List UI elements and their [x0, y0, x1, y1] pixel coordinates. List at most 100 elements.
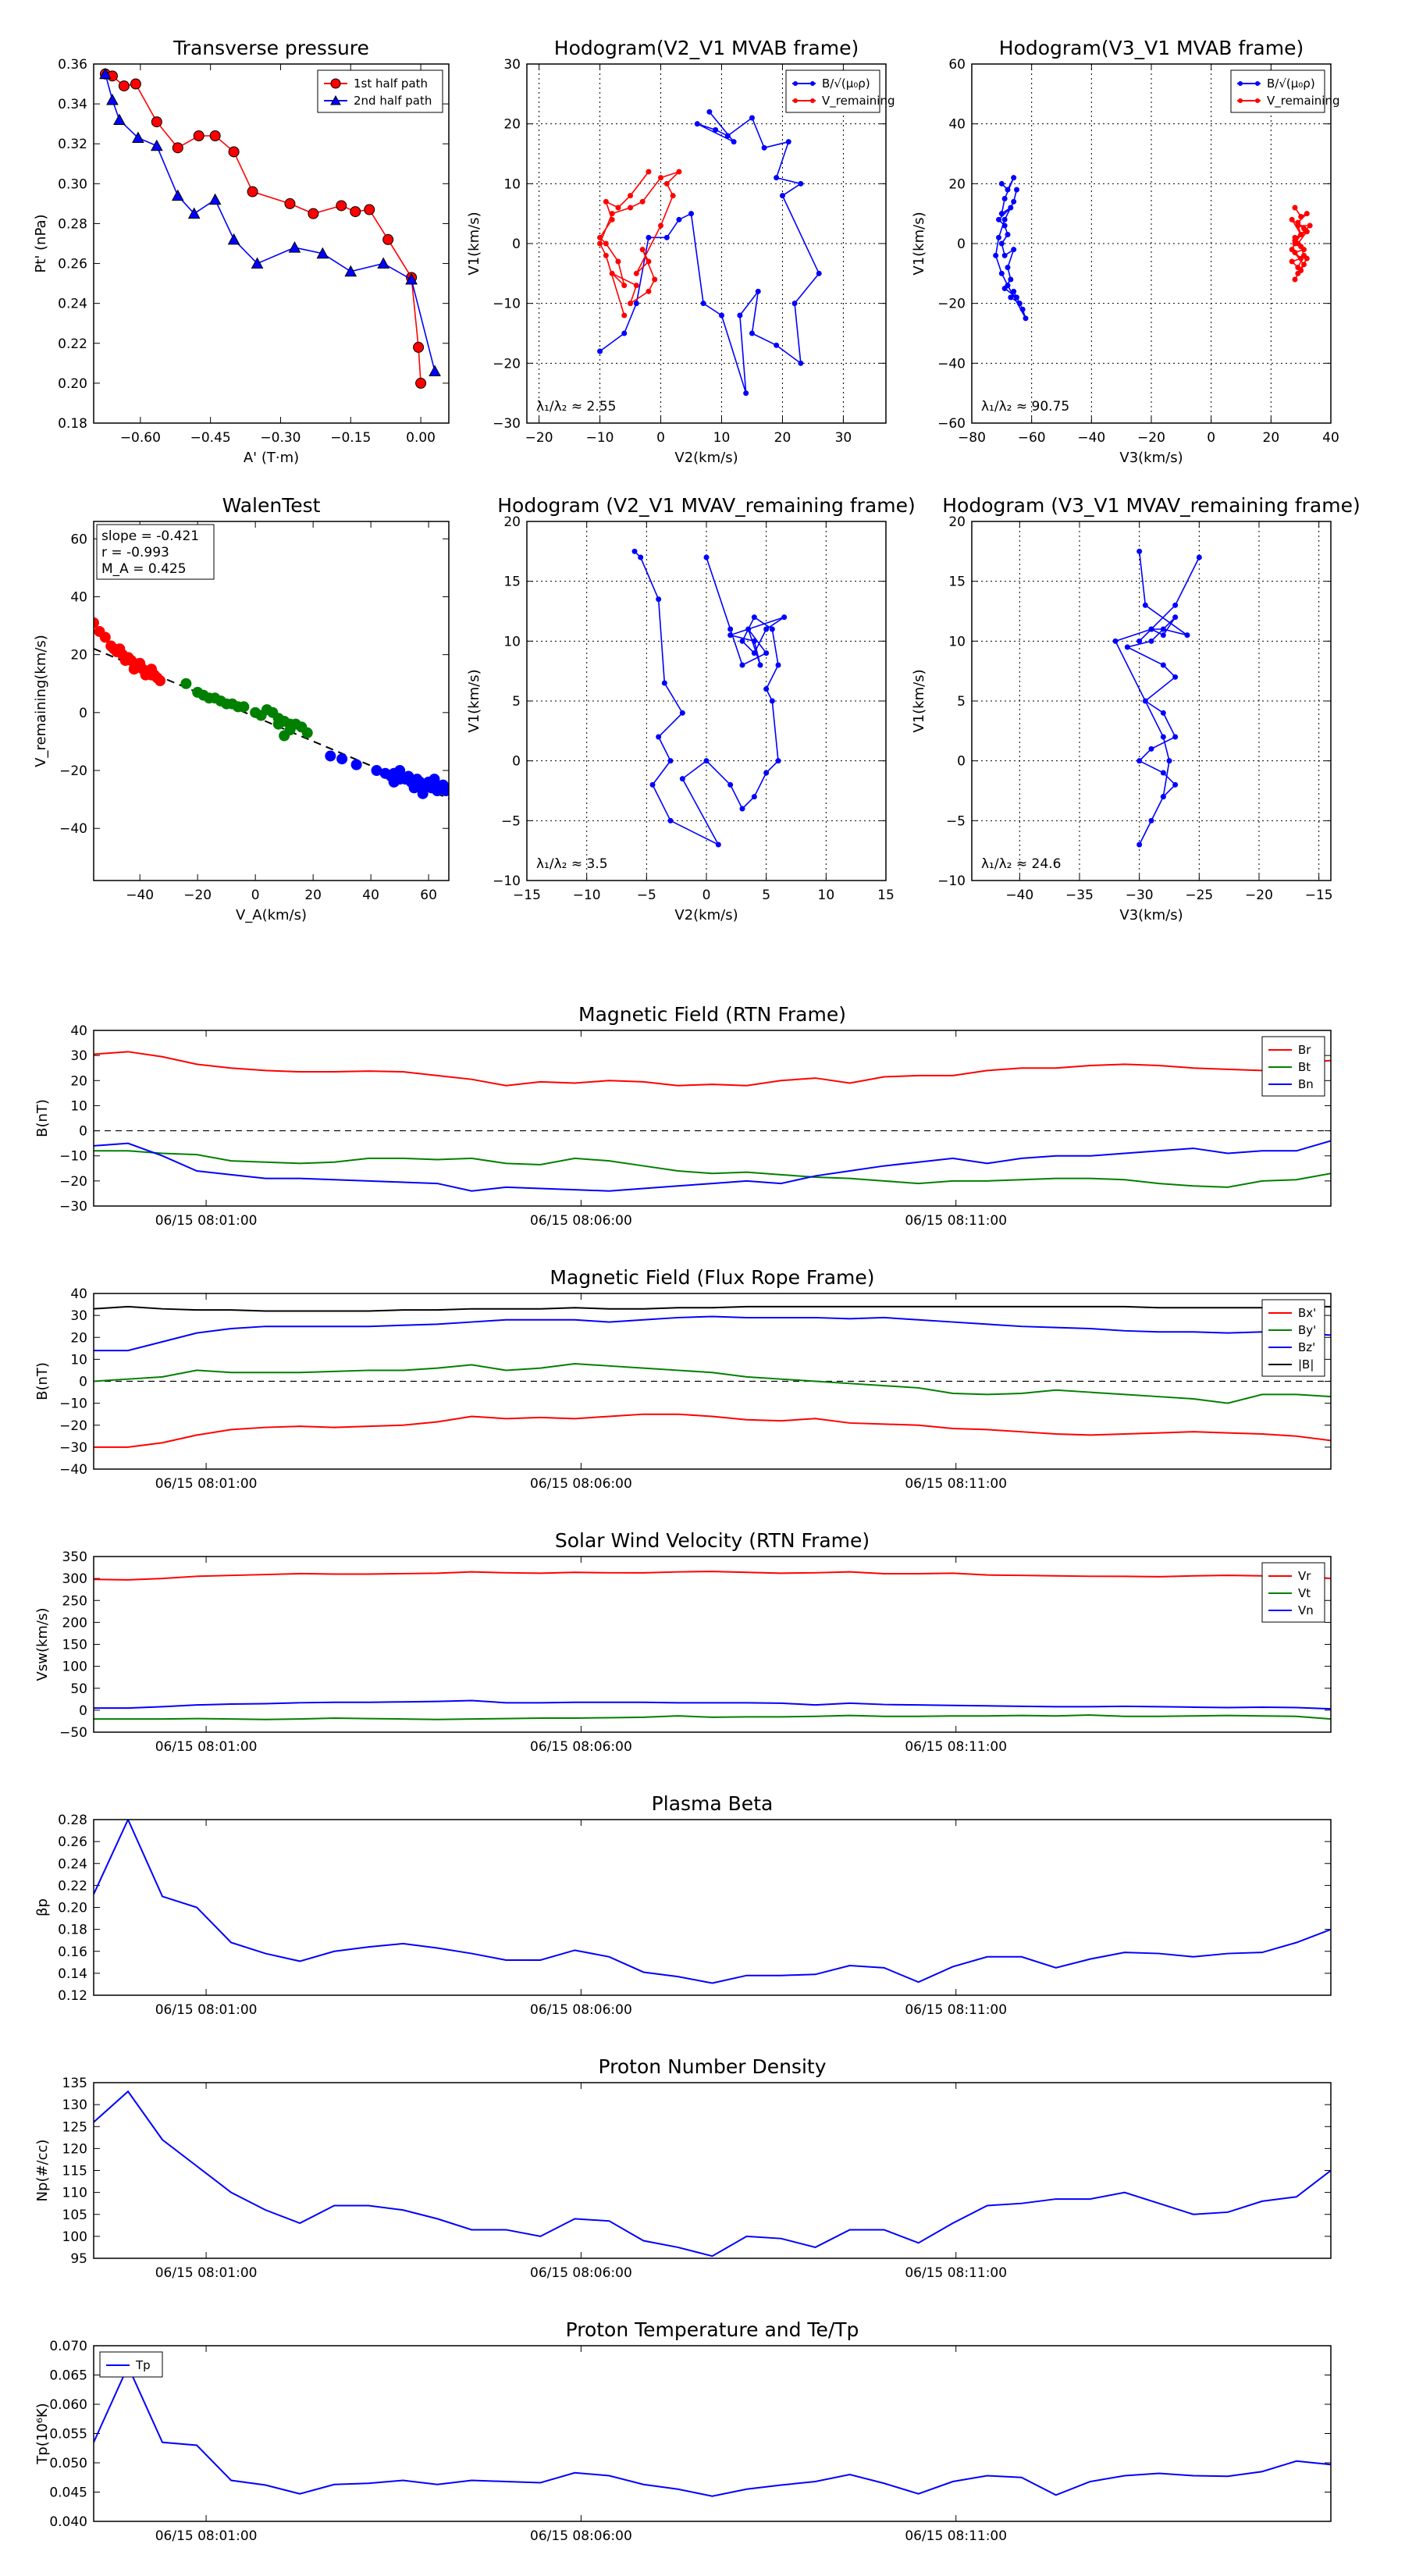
h1-series-0-point-23: [663, 234, 670, 240]
h1-series-0-point-3: [713, 126, 719, 133]
h3-series-0-point-18: [763, 686, 770, 692]
tp-series-1-point-8: [227, 233, 240, 245]
h3-series-0-point-22: [739, 638, 745, 644]
h4-xtick-label-5: −15: [1305, 888, 1333, 903]
walen-ytick-label-0: −40: [59, 821, 87, 837]
h4-series-0-point-20: [1160, 794, 1166, 800]
h2-series-1-point-8: [1304, 229, 1310, 235]
h1-series-1-point-20: [676, 169, 682, 175]
tp-xtick-label-1: −0.45: [190, 430, 231, 446]
h2-xtick-label-4: 0: [1207, 430, 1215, 446]
beta-chart: Plasma Beta 06/15 08:01:00 06/15 08:06:00 0…: [34, 1792, 1332, 2018]
vel-legend-label-0: Vr: [1298, 1569, 1311, 1583]
h1-series-0-point-0: [706, 109, 713, 115]
h1-series-0-point-10: [779, 193, 785, 199]
h3-series-0-point-9: [715, 841, 721, 848]
mag_rtn-ytick-label-1: −20: [59, 1174, 87, 1190]
tp-series-0-point-2: [118, 80, 130, 92]
vel-xtick-label-2: 06/15 08:11:00: [905, 1739, 1007, 1755]
tp_temp-ytick-label-3: 0.055: [49, 2427, 87, 2443]
h4-xtick-label-3: −25: [1185, 888, 1213, 903]
h2-legend-box: [1230, 69, 1325, 113]
vel-series-Vn-line: [94, 1699, 1331, 1710]
h4-series-0-point-12: [1172, 734, 1179, 740]
mag_rtn-xtick-label-0: 06/15 08:01:00: [155, 1213, 258, 1229]
walen-group-2-point-26: [429, 774, 440, 785]
h1-series-1-point-17: [658, 222, 664, 229]
h2-xtick-label-6: 40: [1322, 430, 1339, 446]
mag_fr-series-By-line: [94, 1362, 1331, 1404]
np-ylabel: Np(#/cc): [34, 2140, 51, 2202]
h4-series-0-point-22: [1160, 734, 1166, 740]
tp-series-1-point-11: [316, 247, 329, 259]
h4-annotation: λ₁/λ₂ ≈ 24.6: [981, 856, 1061, 872]
walen-group-0-point-24: [114, 643, 126, 655]
h3-series-0-point-12: [727, 781, 734, 788]
tp-legend-marker-0: [330, 78, 341, 89]
h3-series-0-point-7: [649, 781, 656, 788]
h3-ytick-label-3: 5: [512, 694, 521, 710]
np-frame: [93, 2082, 1332, 2259]
h2-series-0-point-1: [1005, 187, 1011, 193]
h2-series-0-point-6: [996, 216, 1001, 222]
h2-ytick-label-0: −60: [937, 416, 966, 432]
h1-legend-dot-a-0: [793, 81, 798, 86]
h1-chart: Hodogram(V2_V1 MVAB frame) −20 −10 0 10 20 30 −…: [466, 37, 895, 466]
np-ytick-label-2: 105: [62, 2208, 87, 2223]
h1-series-0-point-20: [700, 301, 706, 307]
tp-series-1-point-2: [113, 113, 126, 126]
h1-plot-area: [597, 109, 822, 397]
h4-series-0-point-19: [1136, 841, 1143, 848]
h2-series-1-point-2: [1304, 211, 1310, 217]
walen-xtick-label-1: −20: [183, 888, 212, 903]
h2-series-0-point-2: [1011, 175, 1017, 181]
h2-legend-dot-b-0: [1255, 81, 1260, 86]
h2-series-0-point-20: [1023, 315, 1029, 322]
tp-ytick-label-4: 0.26: [58, 257, 87, 272]
h4-title: Hodogram (V3_V1 MVAV_remaining frame): [942, 494, 1361, 517]
h4-series-0-point-28: [1136, 548, 1143, 554]
tp-ytick-label-8: 0.34: [58, 97, 87, 112]
h4-series-0-point-11: [1160, 710, 1166, 716]
tp-legend: 1st half path 2nd half path: [317, 69, 443, 113]
walen-group-2-point-22: [440, 785, 449, 796]
h1-series-1-point-5: [597, 234, 603, 240]
beta-xtick-label-1: 06/15 08:06:00: [530, 2002, 632, 2018]
mag_fr-ytick-label-1: −30: [59, 1440, 87, 1456]
h2-series-0-point-15: [1014, 294, 1019, 301]
h1-series-1-point-7: [615, 258, 621, 265]
h1-series-1-point-23: [628, 205, 634, 211]
h3-xtick-label-4: 5: [762, 888, 770, 903]
np-xtick-label-0: 06/15 08:01:00: [155, 2265, 258, 2281]
tp_temp-frame: [93, 2345, 1332, 2522]
h3-series-0-point-1: [638, 554, 644, 560]
h4-series-0-point-14: [1136, 758, 1143, 764]
vel-chart: Solar Wind Velocity (RTN Frame) 06/15 08:…: [34, 1529, 1332, 1755]
h1-series-0-point-15: [749, 330, 755, 336]
h1-series-1-point-18: [670, 193, 676, 199]
h1-series-0-point-22: [676, 216, 682, 222]
h2-series-0-point-18: [1011, 288, 1017, 294]
h3-chart: Hodogram (V2_V1 MVAV_remaining frame) −15…: [466, 494, 916, 923]
tp-series-1-point-6: [187, 207, 201, 219]
h4-ytick-label-6: 20: [948, 514, 966, 530]
h1-legend-dot-b-0: [810, 81, 815, 86]
mag_rtn-frame: [93, 1030, 1332, 1207]
tp-xtick-label-3: −0.15: [330, 430, 371, 446]
h1-legend-dot-a-1: [793, 98, 798, 103]
mag_fr-ytick-label-4: 0: [79, 1375, 87, 1390]
h3-series-0-point-3: [661, 680, 667, 686]
h1-series-0-point-6: [761, 144, 767, 151]
h3-ylabel: V1(km/s): [466, 669, 482, 732]
h1-series-0-point-18: [743, 390, 749, 397]
h2-chart: Hodogram(V3_V1 MVAB frame)−80 −60 −40 −20 0 2…: [911, 37, 1340, 466]
vel-ytick-label-5: 200: [62, 1615, 87, 1631]
walen-group-1-point-20: [272, 718, 284, 730]
np-ytick-label-7: 130: [62, 2097, 87, 2113]
h1-series-1-point-26: [603, 252, 609, 258]
h1-series-0-point-12: [791, 301, 798, 307]
h3-xtick-label-6: 15: [877, 888, 895, 903]
h1-series-0-point-2: [694, 121, 700, 127]
vel-ytick-label-7: 300: [62, 1571, 87, 1587]
h3-series-0-point-29: [745, 626, 752, 632]
